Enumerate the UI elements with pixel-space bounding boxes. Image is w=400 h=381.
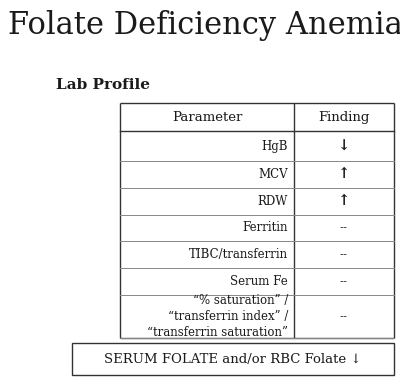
Text: ↓: ↓ [338, 139, 350, 153]
Text: ↑: ↑ [338, 194, 350, 208]
Text: HgB: HgB [262, 140, 288, 153]
Text: “% saturation” /
“transferrin index” /
“transferrin saturation”: “% saturation” / “transferrin index” / “… [147, 294, 288, 339]
Text: Ferritin: Ferritin [242, 221, 288, 234]
Text: --: -- [340, 275, 348, 288]
Bar [72, 343, 394, 375]
Text: ↑: ↑ [338, 168, 350, 181]
Text: --: -- [340, 248, 348, 261]
Text: Parameter: Parameter [172, 110, 242, 124]
Text: SERUM FOLATE and/or RBC Folate ↓: SERUM FOLATE and/or RBC Folate ↓ [104, 353, 362, 366]
Text: TIBC/transferrin: TIBC/transferrin [189, 248, 288, 261]
Text: Serum Fe: Serum Fe [230, 275, 288, 288]
Text: --: -- [340, 310, 348, 323]
Text: Finding: Finding [318, 110, 370, 124]
Text: Folate Deficiency Anemia: Folate Deficiency Anemia [8, 10, 400, 40]
Text: --: -- [340, 221, 348, 234]
Text: MCV: MCV [258, 168, 288, 181]
Text: RDW: RDW [258, 195, 288, 208]
Text: Lab Profile: Lab Profile [56, 78, 150, 92]
